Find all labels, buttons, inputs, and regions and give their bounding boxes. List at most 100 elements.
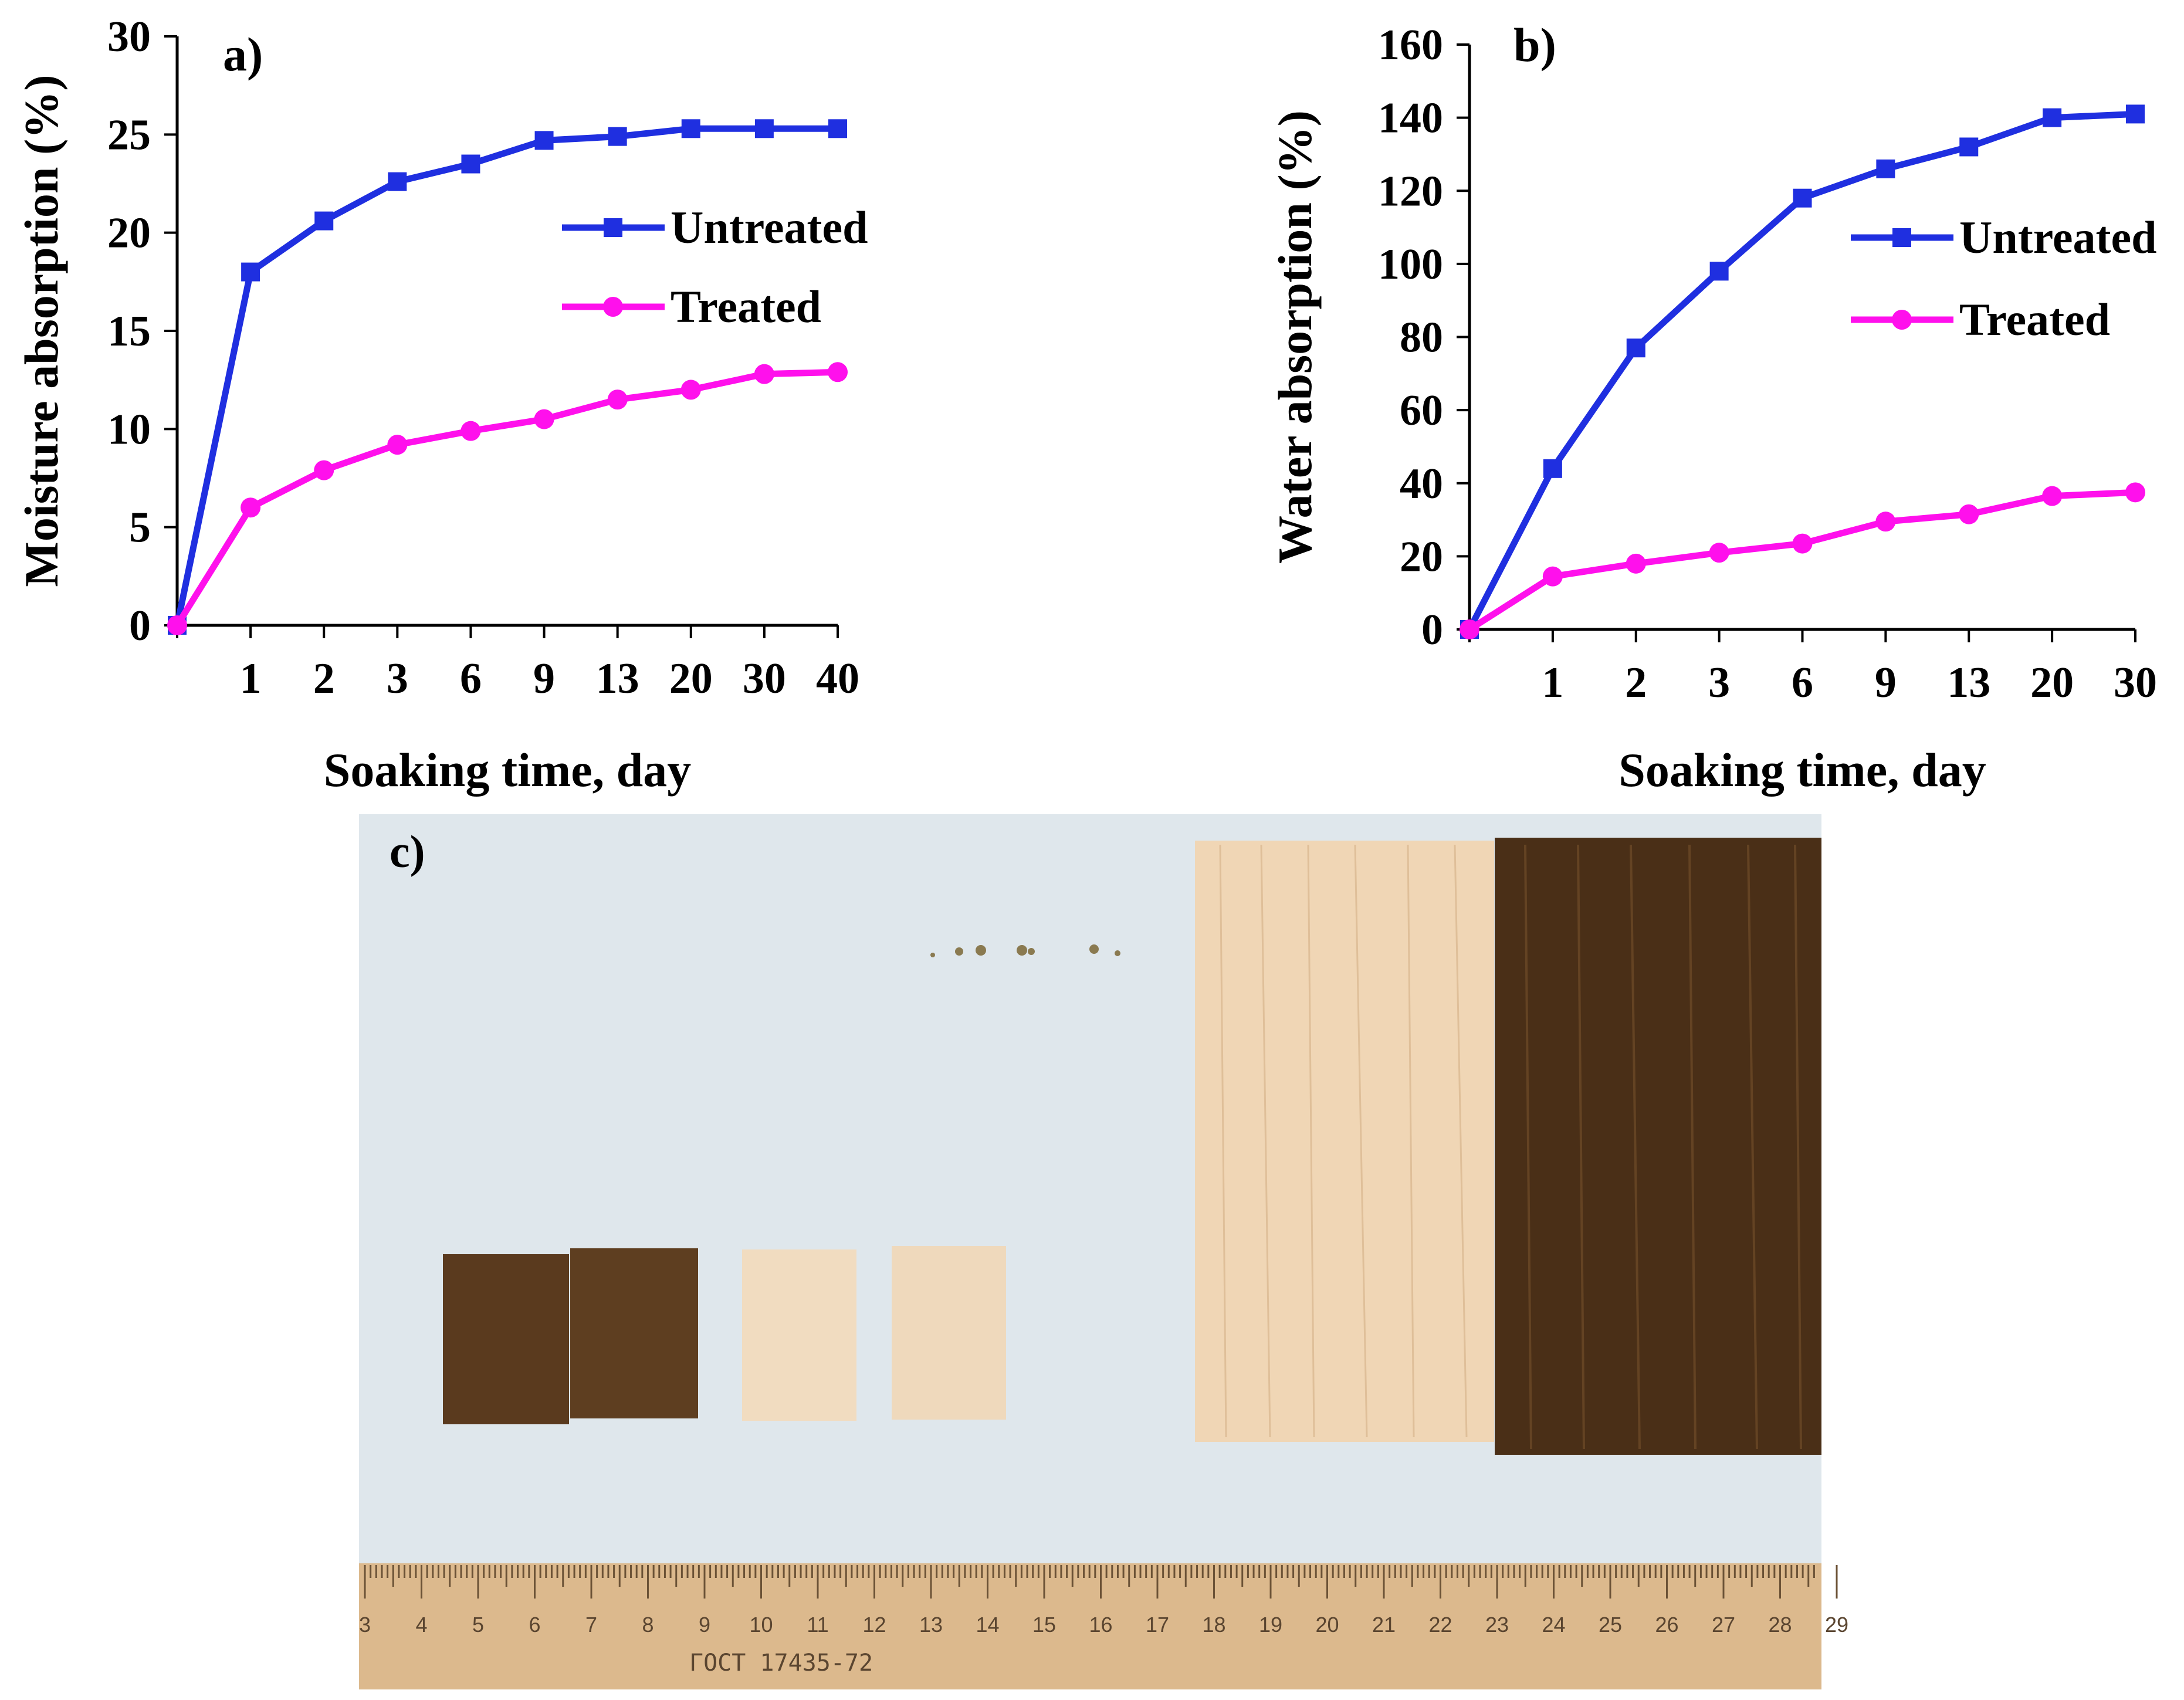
ruler-number: 13 xyxy=(919,1613,943,1637)
data-point-untreated xyxy=(681,119,700,138)
data-point-untreated xyxy=(1959,137,1979,157)
data-point-untreated xyxy=(608,127,627,146)
data-point-treated xyxy=(680,380,701,400)
series-line-treated xyxy=(174,368,838,627)
ruler-number: 7 xyxy=(585,1613,597,1637)
x-axis-label: Soaking time, day xyxy=(1618,743,1986,797)
ruler-number: 16 xyxy=(1089,1613,1112,1637)
ruler-number: 15 xyxy=(1032,1613,1056,1637)
small-light-sample-1 xyxy=(742,1249,856,1421)
data-point-treated xyxy=(754,364,774,384)
y-tick-label: 80 xyxy=(1400,314,1443,362)
background-specks xyxy=(930,944,1120,957)
ruler-number: 20 xyxy=(1315,1613,1339,1637)
legend-marker xyxy=(604,218,622,237)
ruler-number: 11 xyxy=(807,1613,828,1637)
legend-marker xyxy=(1892,228,1911,247)
data-point-treated xyxy=(828,362,848,382)
ruler-number: 23 xyxy=(1485,1613,1509,1637)
data-point-untreated xyxy=(388,172,407,191)
data-point-treated xyxy=(1626,553,1646,574)
x-tick-label: 2 xyxy=(313,655,335,703)
ruler-number: 21 xyxy=(1372,1613,1396,1637)
ruler-text: ГОСТ 17435-72 xyxy=(689,1650,873,1677)
y-tick-label: 20 xyxy=(107,209,151,258)
y-tick-label: 40 xyxy=(1400,460,1443,508)
x-tick-label: 3 xyxy=(1708,659,1730,707)
data-point-treated xyxy=(460,421,481,441)
legend-marker xyxy=(603,297,623,317)
legend-marker xyxy=(1892,310,1912,330)
y-tick-label: 25 xyxy=(107,111,151,159)
y-tick-label: 100 xyxy=(1378,241,1443,289)
x-tick-label: 13 xyxy=(1947,659,1990,707)
ruler-number: 18 xyxy=(1202,1613,1225,1637)
ruler-number: 22 xyxy=(1428,1613,1452,1637)
x-tick-label: 20 xyxy=(2030,659,2074,707)
data-point-untreated xyxy=(2043,108,2062,127)
data-point-untreated xyxy=(1626,338,1645,358)
data-point-treated xyxy=(607,390,628,410)
ruler-number: 24 xyxy=(1542,1613,1565,1637)
ruler-number: 25 xyxy=(1599,1613,1622,1637)
ruler-ticks xyxy=(364,1565,1838,1599)
data-point-untreated xyxy=(241,262,260,282)
data-point-untreated xyxy=(1876,159,1895,178)
series-line-treated xyxy=(1468,489,2136,632)
ruler xyxy=(359,1563,1821,1689)
small-dark-sample-2 xyxy=(570,1248,698,1418)
y-axis-label: Moisture absorption (%) xyxy=(15,74,68,587)
data-point-untreated xyxy=(754,119,774,138)
x-tick-label: 40 xyxy=(816,655,859,703)
data-point-treated xyxy=(1709,543,1729,563)
y-tick-label: 0 xyxy=(1421,606,1443,654)
x-tick-label: 9 xyxy=(1875,659,1897,707)
data-point-treated xyxy=(534,409,554,429)
x-axis-label: Soaking time, day xyxy=(324,743,692,797)
x-tick-label: 13 xyxy=(596,655,639,703)
small-dark-sample-1 xyxy=(443,1254,569,1424)
ruler-number: 5 xyxy=(472,1613,484,1637)
small-light-sample-2 xyxy=(892,1246,1006,1420)
data-point-treated xyxy=(314,460,334,480)
ruler-number: 14 xyxy=(976,1613,999,1637)
x-tick-label: 3 xyxy=(387,655,408,703)
x-tick-label: 1 xyxy=(1542,659,1563,707)
wood-grain-dark xyxy=(1524,844,1802,1450)
panel-label: a) xyxy=(223,28,263,81)
ruler-number: 19 xyxy=(1259,1613,1282,1637)
data-point-untreated xyxy=(314,211,334,231)
data-point-treated xyxy=(241,497,261,518)
x-tick-label: 9 xyxy=(533,655,555,703)
data-point-treated xyxy=(387,435,408,455)
ruler-number: 10 xyxy=(749,1613,773,1637)
y-tick-label: 20 xyxy=(1400,533,1443,581)
x-tick-label: 1 xyxy=(240,655,262,703)
ruler-number: 17 xyxy=(1146,1613,1169,1637)
data-point-treated xyxy=(1959,504,1979,524)
x-tick-label: 6 xyxy=(460,655,482,703)
data-point-untreated xyxy=(2126,104,2145,124)
ruler-numbers: 3 4 5 6 7 8 9 10 11 12 13 14 15 16 17 18 19 20 21 22 23 24 25 2… xyxy=(359,1613,1848,1637)
ruler-number: 29 xyxy=(1825,1613,1848,1637)
data-point-untreated xyxy=(461,154,480,174)
data-point-untreated xyxy=(1543,459,1562,478)
data-point-treated xyxy=(2125,482,2145,503)
y-tick-label: 15 xyxy=(107,307,151,355)
large-light-block xyxy=(1195,841,1494,1442)
ruler-number: 27 xyxy=(1712,1613,1735,1637)
wood-grain-light xyxy=(1219,844,1468,1438)
data-point-treated xyxy=(2042,486,2063,506)
data-point-untreated xyxy=(534,131,554,150)
ruler-number: 8 xyxy=(642,1613,653,1637)
legend-label: Treated xyxy=(1959,294,2110,345)
data-point-treated xyxy=(167,615,187,635)
data-point-untreated xyxy=(1793,188,1812,208)
photo-panel-label: c) xyxy=(390,826,425,877)
data-point-untreated xyxy=(828,119,847,138)
data-point-treated xyxy=(1460,619,1479,639)
x-tick-label: 6 xyxy=(1792,659,1813,707)
x-tick-label: 30 xyxy=(2114,659,2157,707)
legend-label: Untreated xyxy=(671,202,868,253)
